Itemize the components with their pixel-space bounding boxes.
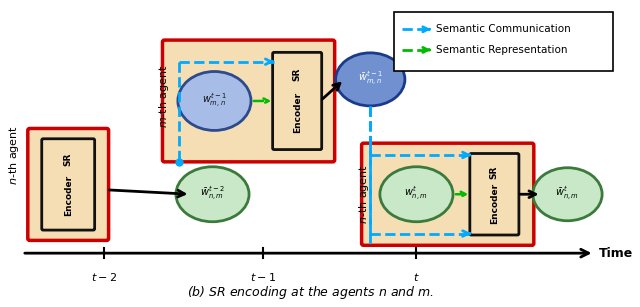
Ellipse shape [176, 167, 249, 222]
Text: $\bar{w}^{t-1}_{m,n}$: $\bar{w}^{t-1}_{m,n}$ [358, 70, 383, 88]
Text: Encoder: Encoder [64, 174, 73, 216]
FancyBboxPatch shape [163, 40, 335, 162]
Ellipse shape [335, 53, 405, 106]
FancyBboxPatch shape [273, 52, 322, 150]
Text: $m$-th agent: $m$-th agent [157, 64, 172, 128]
FancyBboxPatch shape [42, 139, 95, 230]
Text: $\bar{w}^{t}_{n,m}$: $\bar{w}^{t}_{n,m}$ [556, 185, 579, 203]
Text: Time: Time [599, 247, 634, 260]
Ellipse shape [178, 72, 251, 130]
Text: $w^{t}_{n,m}$: $w^{t}_{n,m}$ [404, 185, 428, 203]
Ellipse shape [380, 167, 453, 222]
Text: $t$: $t$ [413, 271, 420, 283]
Text: Semantic Representation: Semantic Representation [436, 45, 567, 55]
Text: Encoder: Encoder [292, 92, 301, 133]
Text: SR: SR [292, 68, 301, 81]
Text: $n$-th agent: $n$-th agent [356, 164, 371, 224]
Text: (b) SR encoding at the agents $n$ and $m$.: (b) SR encoding at the agents $n$ and $m… [187, 284, 434, 301]
Text: $t-1$: $t-1$ [250, 271, 275, 283]
Text: $w^{t-1}_{m,n}$: $w^{t-1}_{m,n}$ [202, 92, 227, 110]
Text: Encoder: Encoder [490, 183, 499, 224]
Text: $\bar{w}^{t-2}_{n,m}$: $\bar{w}^{t-2}_{n,m}$ [200, 185, 225, 203]
Text: SR: SR [490, 165, 499, 179]
FancyBboxPatch shape [28, 128, 109, 240]
FancyBboxPatch shape [470, 154, 519, 235]
FancyBboxPatch shape [362, 143, 534, 245]
Ellipse shape [533, 168, 602, 221]
Text: $t-2$: $t-2$ [91, 271, 116, 283]
Text: $n$-th agent: $n$-th agent [7, 125, 21, 185]
FancyBboxPatch shape [394, 12, 612, 71]
Text: SR: SR [64, 153, 73, 166]
Text: Semantic Communication: Semantic Communication [436, 24, 570, 34]
